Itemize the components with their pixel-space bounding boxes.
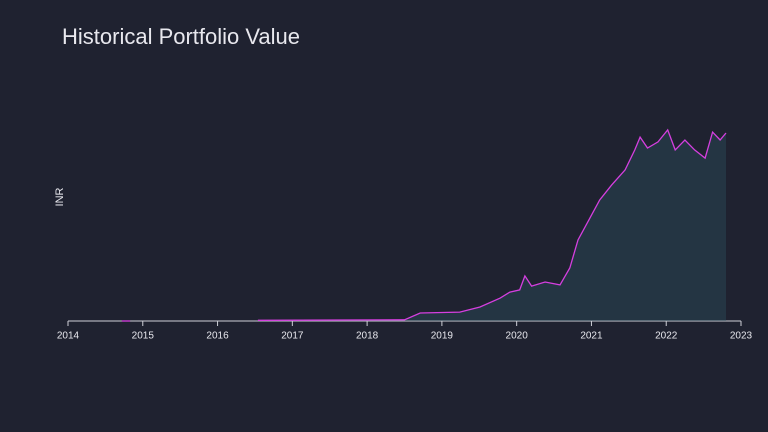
x-tick-label: 2020 [506,331,529,342]
x-tick-label: 2015 [132,331,155,342]
y-axis-label: INR [54,187,66,206]
line [257,128,727,321]
x-tick-label: 2021 [580,331,603,342]
x-tick-label: 2018 [356,331,379,342]
x-tick-label: 2019 [431,331,454,342]
x-tick-label: 2014 [57,331,80,342]
x-tick-label: 2017 [281,331,304,342]
chart-title: Historical Portfolio Value [62,24,300,49]
x-tick-label: 2016 [206,331,229,342]
area [257,129,727,321]
x-tick-label: 2022 [655,331,678,342]
x-tick-label: 2023 [730,331,753,342]
